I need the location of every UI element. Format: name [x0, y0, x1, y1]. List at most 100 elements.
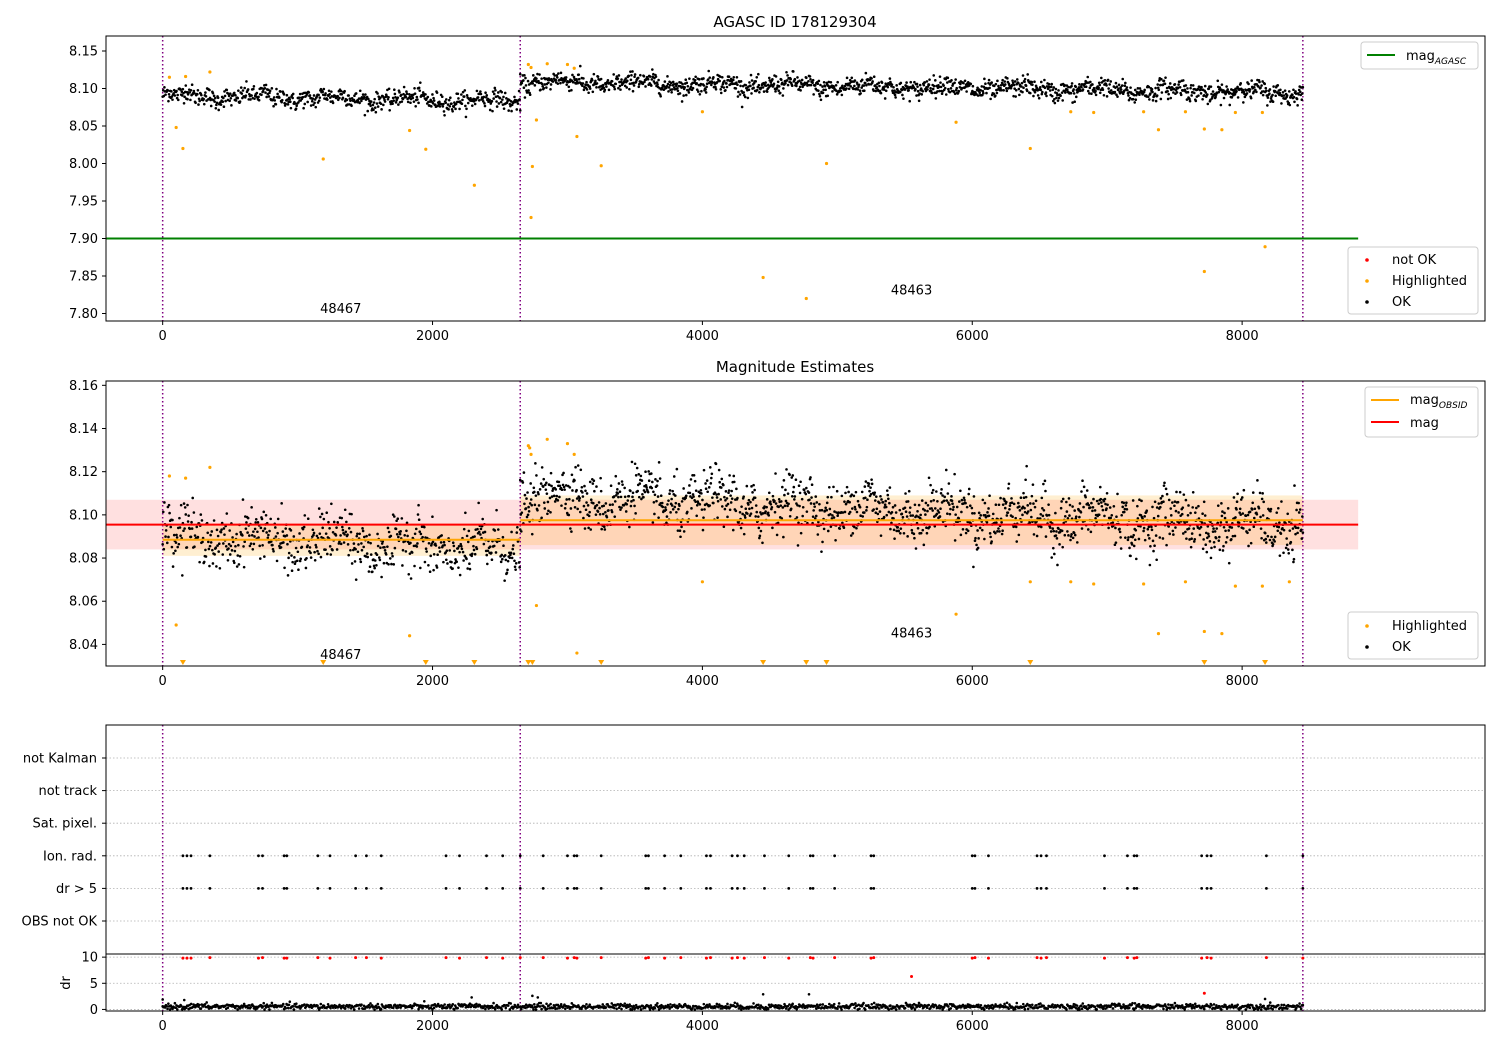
ok-point [231, 536, 234, 539]
ok-point [1057, 96, 1061, 100]
ok-point [1248, 90, 1251, 93]
ok-point [387, 563, 390, 566]
ok-point [503, 91, 507, 95]
ok-point [375, 553, 379, 557]
ok-point [376, 92, 379, 95]
ok-point [1108, 506, 1112, 509]
ok-point [687, 91, 691, 94]
ok-point [567, 513, 571, 517]
flag-event-point [354, 887, 358, 890]
highlighted-point [1202, 629, 1206, 634]
ok-point [726, 502, 730, 506]
dr-ok-point [329, 1006, 332, 1010]
ok-point [1089, 80, 1092, 84]
ok-point [225, 88, 229, 92]
ok-point [1282, 528, 1286, 532]
ok-point [723, 495, 726, 499]
ok-point [1192, 91, 1196, 95]
flag-event-point [833, 854, 837, 858]
ok-point [938, 89, 941, 93]
ok-point [955, 86, 959, 90]
ok-point [450, 560, 453, 564]
ok-point [698, 503, 702, 506]
ok-point [1180, 512, 1184, 516]
dr-ok-point [316, 1004, 319, 1007]
ok-point [980, 85, 984, 88]
ok-point [791, 490, 795, 494]
ok-point [994, 82, 998, 86]
ok-point [899, 531, 902, 535]
ok-point [291, 560, 294, 564]
ok-point [536, 508, 539, 512]
ok-point [1051, 546, 1055, 550]
ok-point [211, 548, 214, 552]
dr-ok-point [379, 1007, 383, 1011]
ok-point [587, 514, 591, 518]
ok-point [379, 546, 382, 549]
ok-point [1077, 89, 1080, 93]
ok-point [610, 510, 614, 514]
ok-point [994, 531, 997, 535]
ok-point [198, 99, 201, 103]
ok-point [792, 485, 796, 489]
ok-point [453, 101, 456, 104]
ok-point [718, 79, 721, 83]
ok-point [752, 483, 755, 487]
ok-point [1172, 533, 1175, 536]
ok-point [230, 549, 234, 552]
ok-point [987, 78, 991, 82]
ok-point [807, 491, 811, 494]
ok-point [643, 490, 647, 494]
ok-point [264, 513, 268, 517]
ok-point [380, 108, 383, 111]
ok-point [301, 95, 305, 99]
highlighted-point [167, 474, 172, 478]
ok-point [1029, 91, 1032, 95]
ok-point [730, 489, 733, 493]
dr-ok-point [247, 1003, 251, 1007]
ok-point [405, 92, 409, 96]
ok-point [458, 573, 462, 577]
ok-point [204, 94, 208, 98]
ok-point [260, 93, 263, 97]
ok-point [826, 495, 830, 499]
ok-point [1217, 90, 1221, 94]
ok-point [621, 483, 624, 486]
ok-point [934, 97, 938, 100]
ok-point [438, 546, 441, 549]
ok-point [399, 530, 402, 533]
ok-point [616, 77, 620, 80]
ok-point [379, 102, 383, 106]
ok-point [553, 500, 557, 503]
flag-event-point [181, 854, 185, 858]
ok-point [1245, 92, 1249, 95]
ok-point [1272, 85, 1275, 88]
ok-point [911, 514, 915, 517]
ok-point [1057, 89, 1060, 92]
ok-point [233, 91, 236, 95]
ok-point [995, 91, 999, 95]
ok-point [1205, 550, 1209, 554]
ok-point [413, 564, 416, 568]
ok-point [1095, 499, 1099, 503]
flag-event-point [647, 854, 650, 858]
highlighted-point [545, 437, 549, 441]
ok-point [633, 73, 637, 76]
ok-point [231, 540, 235, 544]
ok-point [456, 547, 460, 550]
ok-point [442, 110, 446, 113]
ok-point [997, 84, 1000, 88]
ok-point [684, 93, 688, 97]
ok-point [199, 513, 203, 516]
ok-point [1210, 546, 1213, 550]
ok-point [673, 505, 677, 509]
ok-point [623, 84, 627, 88]
ok-point [444, 101, 448, 105]
ok-point [610, 79, 614, 83]
ok-point [772, 82, 776, 86]
ok-point [216, 544, 219, 547]
ok-point [1226, 88, 1229, 91]
ok-point [1126, 538, 1130, 542]
ok-point [577, 77, 581, 81]
ok-point [1248, 510, 1252, 514]
